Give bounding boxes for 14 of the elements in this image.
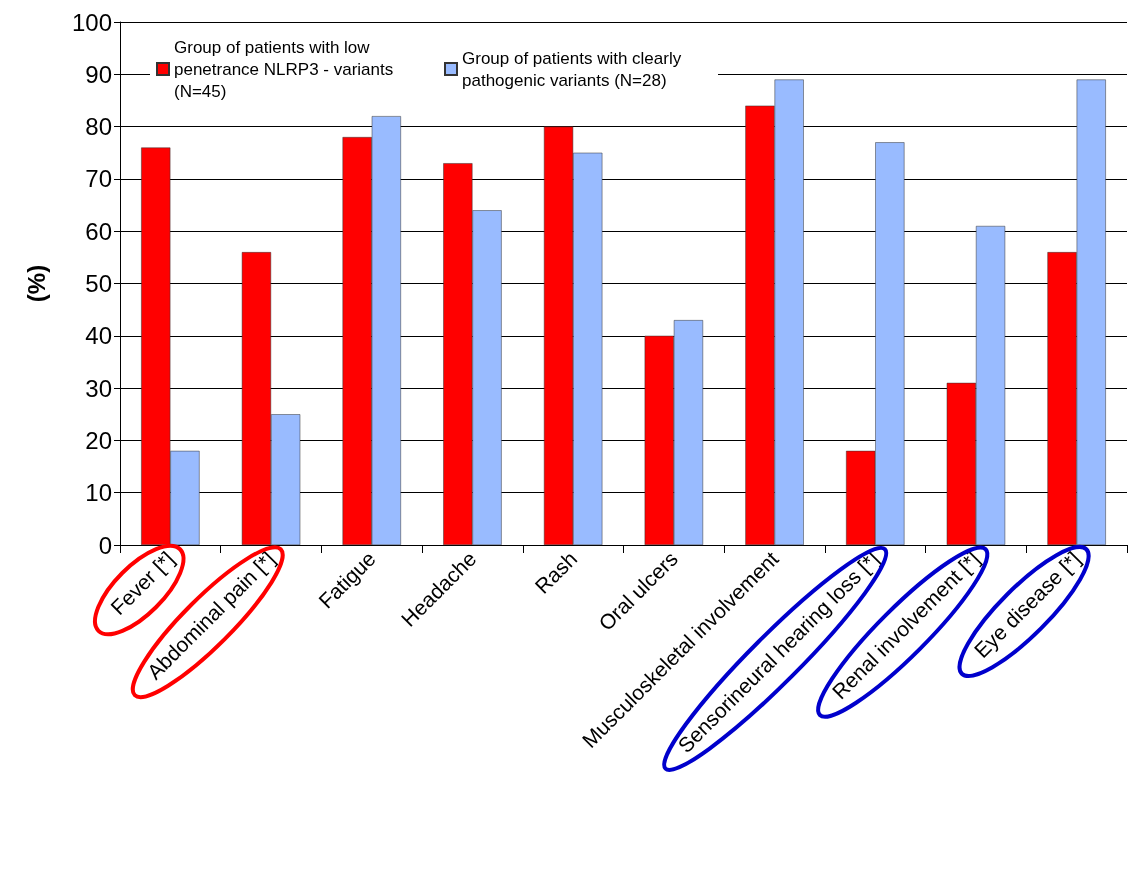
legend-label: Group of patients with low penetrance NLRP3 - variants (N=45) [174,37,398,101]
y-axis-title: (%) [22,264,50,303]
y-tick-label: 80 [85,113,112,141]
y-tick-label: 50 [85,270,112,297]
y-tick-label: 90 [85,60,112,88]
legend-label: Group of patients with clearly pathogenic variants (N=28) [462,48,686,90]
y-tick-label: 100 [71,8,112,36]
y-tick-label: 60 [85,217,112,245]
y-tick-label: 10 [85,479,112,507]
y-tick-label: 30 [85,374,112,402]
y-tick-label: 40 [85,322,112,350]
y-tick-label: 70 [85,165,112,193]
y-tick-label: 0 [98,531,112,559]
y-tick-label: 20 [85,426,112,454]
